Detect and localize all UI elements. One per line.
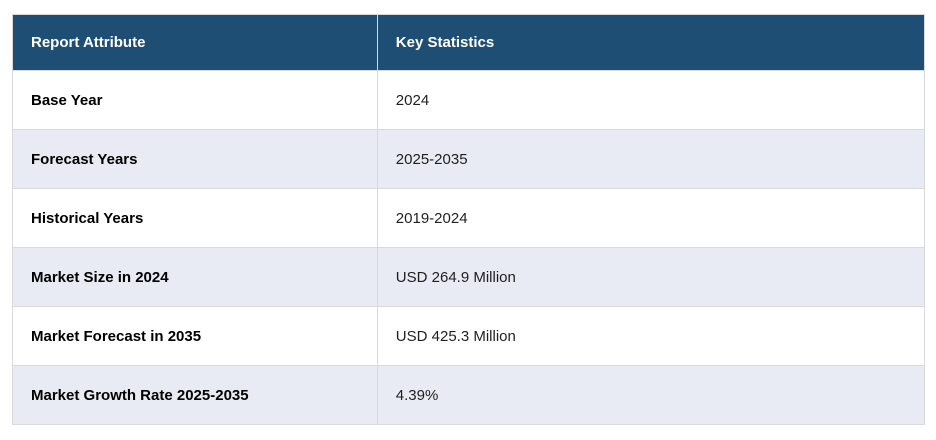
- value-historical-years: 2019-2024: [376, 188, 926, 248]
- table-row: Historical Years 2019-2024: [12, 188, 926, 248]
- value-market-forecast-2035: USD 425.3 Million: [376, 306, 926, 366]
- table-row: Market Forecast in 2035 USD 425.3 Millio…: [12, 306, 926, 366]
- attribute-historical-years: Historical Years: [12, 188, 378, 248]
- report-attributes-table-container: Report Attribute Key Statistics Base Yea…: [12, 14, 926, 425]
- table-header-row: Report Attribute Key Statistics: [12, 14, 926, 71]
- attribute-market-growth-rate: Market Growth Rate 2025-2035: [12, 365, 378, 425]
- attribute-market-forecast-2035: Market Forecast in 2035: [12, 306, 378, 366]
- table-row: Market Growth Rate 2025-2035 4.39%: [12, 365, 926, 425]
- value-market-size-2024: USD 264.9 Million: [376, 247, 926, 307]
- header-report-attribute: Report Attribute: [12, 14, 378, 71]
- table-row: Forecast Years 2025-2035: [12, 129, 926, 189]
- attribute-forecast-years: Forecast Years: [12, 129, 378, 189]
- value-forecast-years: 2025-2035: [376, 129, 926, 189]
- report-attributes-table: Report Attribute Key Statistics Base Yea…: [12, 14, 926, 425]
- attribute-market-size-2024: Market Size in 2024: [12, 247, 378, 307]
- header-key-statistics: Key Statistics: [376, 14, 926, 71]
- table-row: Base Year 2024: [12, 70, 926, 130]
- attribute-base-year: Base Year: [12, 70, 378, 130]
- value-base-year: 2024: [376, 70, 926, 130]
- table-row: Market Size in 2024 USD 264.9 Million: [12, 247, 926, 307]
- value-market-growth-rate: 4.39%: [376, 365, 926, 425]
